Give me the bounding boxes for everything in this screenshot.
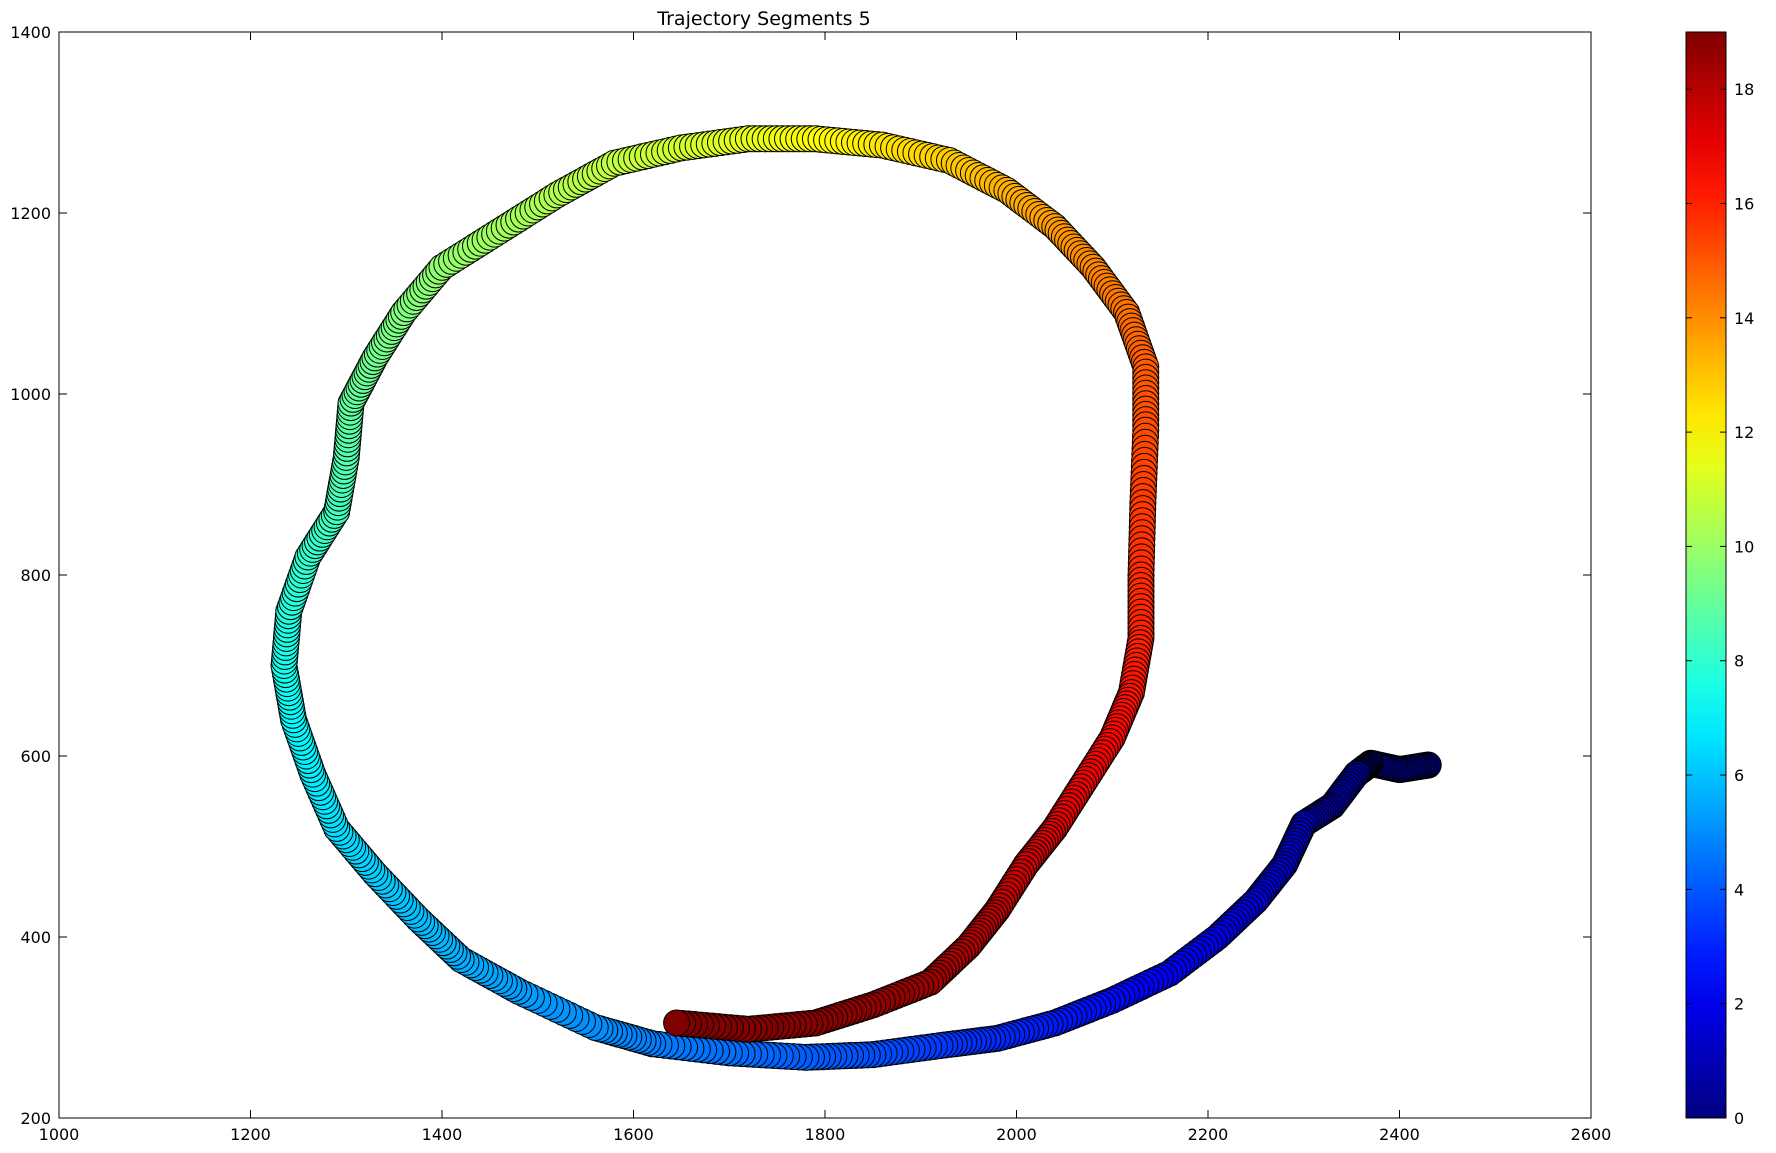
y-tick-label: 400: [20, 928, 51, 947]
axes: 1000 1200 1400 1600 1800 2000 2200 2400 2600 200 4…: [10, 23, 1611, 1144]
x-tick-label: 1600: [613, 1125, 654, 1144]
colorbar-tick-label: 6: [1734, 766, 1744, 785]
y-tick-label: 1200: [10, 204, 51, 223]
x-tick-label: 2000: [996, 1125, 1037, 1144]
colorbar-bar: [1685, 31, 1727, 1119]
colorbar-tick-label: 4: [1734, 880, 1744, 899]
x-tick-label: 2400: [1379, 1125, 1420, 1144]
x-tick-label: 1200: [230, 1125, 271, 1144]
y-tick-label: 1000: [10, 385, 51, 404]
colorbar-tick-label: 0: [1734, 1109, 1744, 1128]
scatter-point: [663, 1009, 691, 1037]
colorbar-tick-label: 2: [1734, 995, 1744, 1014]
colorbar-tick-label: 10: [1734, 537, 1754, 556]
y-tick-label: 200: [20, 1109, 51, 1128]
scatter-points: [270, 125, 1442, 1071]
chart-title: Trajectory Segments 5: [656, 8, 870, 30]
colorbar: 0 2 4 6 8 10 12 14 16 18: [1685, 31, 1754, 1128]
colorbar-tick-label: 18: [1734, 80, 1754, 99]
y-tick-label: 800: [20, 566, 51, 585]
y-tick-label: 1400: [10, 23, 51, 42]
colorbar-tick-label: 12: [1734, 423, 1754, 442]
colorbar-tick-label: 8: [1734, 652, 1744, 671]
x-tick-label: 1000: [39, 1125, 80, 1144]
x-tick-label: 1800: [805, 1125, 846, 1144]
x-tick-label: 2600: [1571, 1125, 1612, 1144]
colorbar-tick-label: 16: [1734, 194, 1754, 213]
x-tick-label: 1400: [422, 1125, 463, 1144]
y-tick-label: 600: [20, 747, 51, 766]
x-tick-label: 2200: [1188, 1125, 1229, 1144]
colorbar-tick-label: 14: [1734, 309, 1754, 328]
